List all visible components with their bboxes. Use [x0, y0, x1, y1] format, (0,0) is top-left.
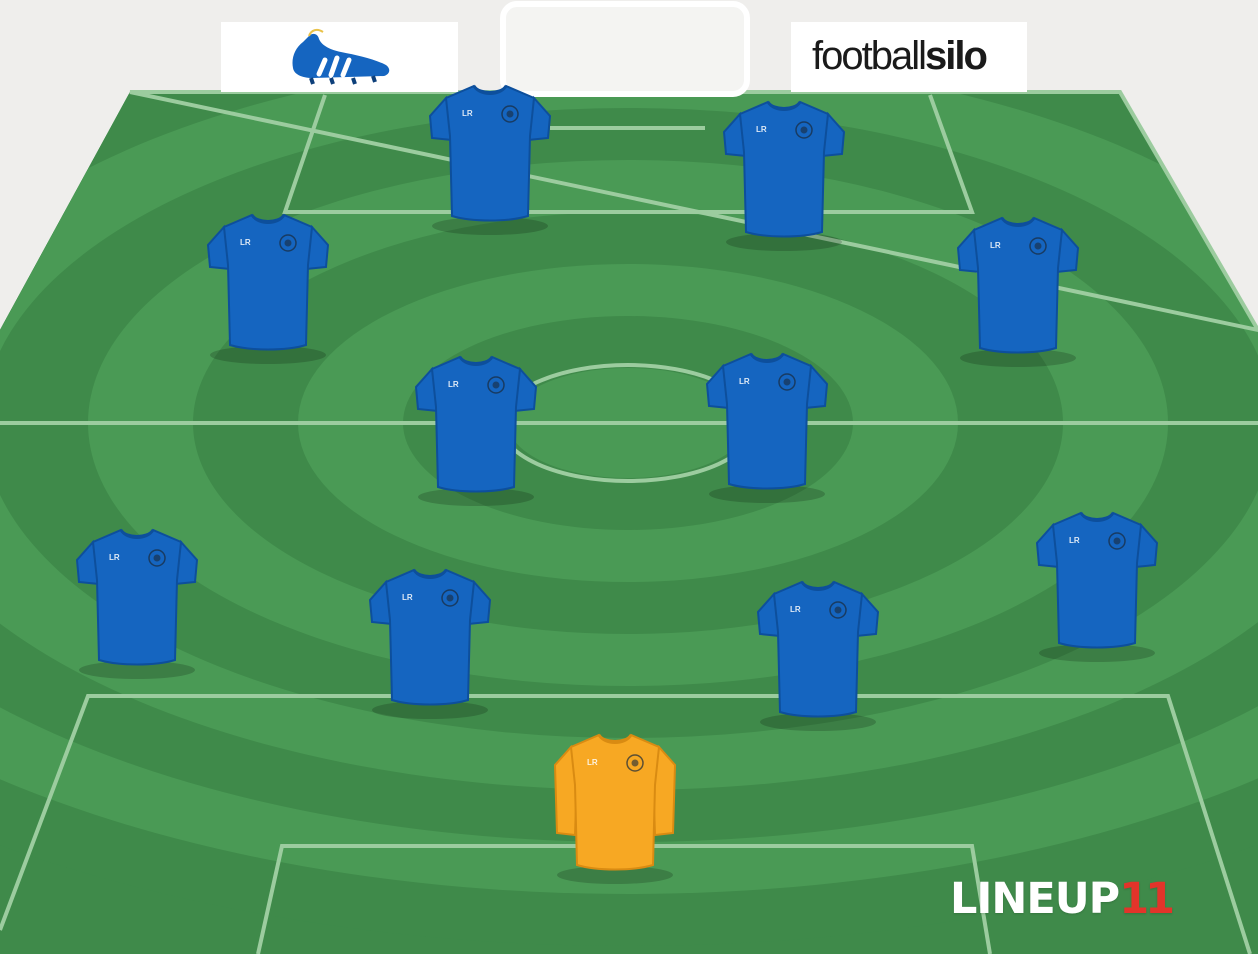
- svg-text:LR: LR: [756, 125, 767, 134]
- svg-text:LR: LR: [790, 605, 801, 614]
- footballsilo-wordmark: footballsilo: [812, 34, 988, 78]
- player-shirt: LR: [428, 76, 552, 236]
- sponsor-right-banner: [791, 22, 1027, 92]
- player-shirt: LR: [1035, 503, 1159, 663]
- svg-text:LR: LR: [109, 553, 120, 562]
- wordmark-bold: silo: [924, 34, 988, 78]
- player-shirt: LR: [206, 205, 330, 365]
- lineup11-logo: LINEUP11: [950, 878, 1175, 921]
- football-boot-icon: [292, 28, 390, 85]
- svg-text:LR: LR: [448, 380, 459, 389]
- svg-text:LR: LR: [462, 109, 473, 118]
- svg-text:LR: LR: [1069, 536, 1080, 545]
- svg-text:LR: LR: [240, 238, 251, 247]
- player-shirt: LR: [75, 520, 199, 680]
- goal-frame: [500, 1, 750, 97]
- wordmark-regular: football: [812, 34, 927, 78]
- svg-text:LR: LR: [402, 593, 413, 602]
- svg-text:LR: LR: [739, 377, 750, 386]
- player-shirt: LR: [756, 572, 880, 732]
- player-shirt: LR: [956, 208, 1080, 368]
- player-shirt: LR: [414, 347, 538, 507]
- sponsor-left-banner: [221, 22, 458, 92]
- player-shirt: LR: [722, 92, 846, 252]
- goalkeeper-shirt: LR: [553, 725, 677, 885]
- player-shirt: LR: [705, 344, 829, 504]
- logo-text: LINEUP: [950, 874, 1120, 924]
- svg-text:LR: LR: [990, 241, 1001, 250]
- player-shirt: LR: [368, 560, 492, 720]
- logo-number: 11: [1119, 874, 1175, 924]
- svg-text:LR: LR: [587, 758, 598, 767]
